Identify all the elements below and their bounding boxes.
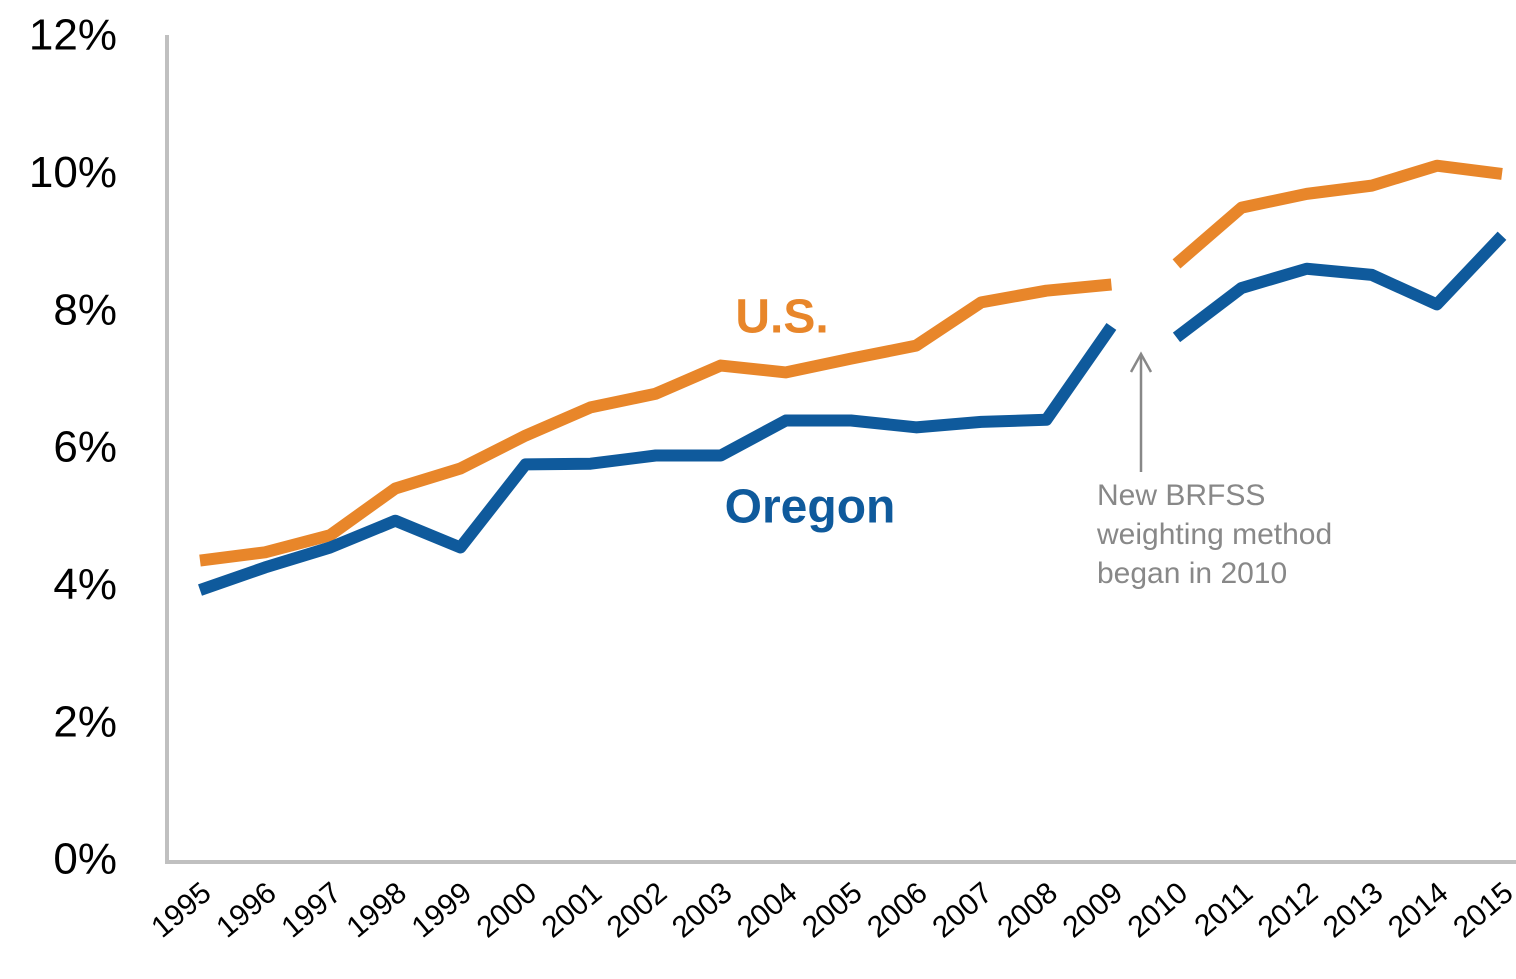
y-tick-label: 10% (29, 148, 117, 197)
x-tick-label: 2005 (796, 876, 868, 944)
x-tick-label: 2013 (1317, 876, 1389, 944)
series-line (1172, 231, 1507, 343)
series-line (199, 278, 1112, 567)
series-line (1172, 159, 1503, 269)
x-tick-label: 2008 (992, 876, 1064, 944)
x-tick-label: 2010 (1122, 876, 1194, 944)
x-tick-label: 1997 (275, 876, 347, 944)
series-label: U.S. (735, 291, 828, 344)
x-tick-label: 1995 (145, 876, 217, 944)
annotation: weighting method (1096, 518, 1332, 551)
x-tick-label: 2015 (1447, 876, 1516, 944)
y-tick-label: 8% (53, 285, 117, 334)
x-tick-label: 2014 (1382, 876, 1454, 944)
annotation: began in 2010 (1097, 557, 1287, 590)
x-tick-label: 2007 (926, 876, 998, 944)
x-tick-label: 1996 (210, 876, 282, 944)
x-tick-label: 2001 (536, 876, 608, 944)
x-tick-label: 2011 (1189, 876, 1260, 943)
x-tick-label: 2003 (666, 876, 738, 944)
y-tick-label: 6% (53, 423, 117, 472)
y-tick-label: 12% (29, 11, 117, 60)
x-tick-label: 2012 (1252, 876, 1324, 944)
x-tick-label: 2009 (1057, 876, 1129, 944)
x-tick-label: 1999 (406, 876, 478, 944)
y-tick-label: 0% (53, 835, 117, 884)
x-tick-label: 2002 (601, 876, 673, 944)
y-tick-label: 4% (53, 560, 117, 609)
annotation: New BRFSS (1097, 479, 1265, 512)
x-tick-label: 2000 (471, 876, 543, 944)
annotation-arrowhead (1129, 351, 1153, 373)
series-line (198, 322, 1117, 596)
series-label: Oregon (725, 481, 896, 534)
x-tick-label: 2004 (731, 876, 803, 944)
y-tick-label: 2% (53, 697, 117, 746)
x-tick-label: 2006 (861, 876, 933, 944)
x-tick-label: 1998 (341, 876, 413, 944)
